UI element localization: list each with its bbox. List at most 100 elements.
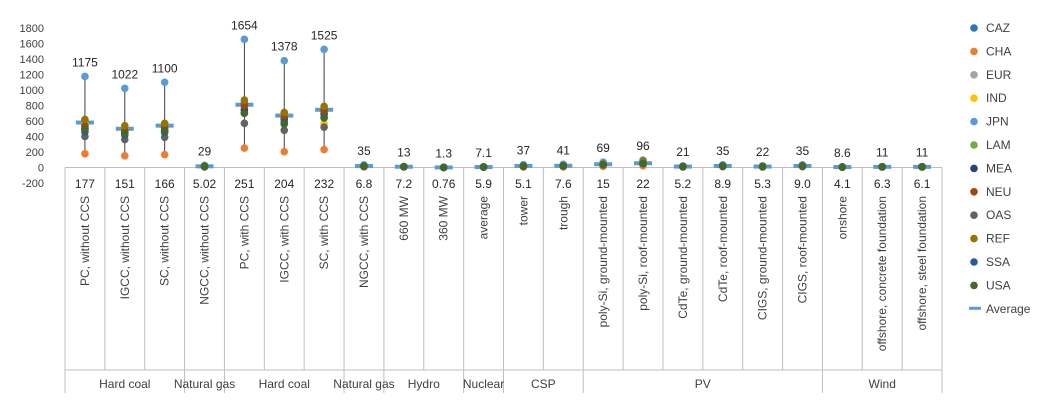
max-value-label: 1100 bbox=[152, 61, 178, 75]
point-usa bbox=[240, 109, 249, 118]
min-value-label: 9.0 bbox=[794, 177, 811, 191]
legend-marker-ssa bbox=[970, 258, 978, 266]
x-category-label: PC, without CCS bbox=[78, 196, 92, 286]
x-category-label: IGCC, without CCS bbox=[118, 196, 132, 299]
max-value-label: 35 bbox=[357, 144, 371, 158]
legend-label: CHA bbox=[986, 44, 1011, 58]
y-tick-label: 1000 bbox=[20, 85, 44, 97]
x-category-label: SC, with CCS bbox=[317, 196, 331, 269]
point-cha bbox=[160, 150, 169, 159]
x-category-label: CIGS, ground-mounted bbox=[756, 196, 770, 320]
legend-label: MEA bbox=[986, 161, 1012, 175]
point-oas bbox=[320, 123, 328, 131]
max-value-label: 7.1 bbox=[475, 146, 492, 160]
point-usa bbox=[81, 125, 89, 134]
point-ref bbox=[240, 96, 249, 104]
legend-marker-neu bbox=[970, 188, 978, 196]
point-cha bbox=[280, 147, 289, 156]
y-tick-label: 800 bbox=[26, 101, 44, 113]
legend-marker-caz bbox=[970, 24, 978, 32]
x-category-label: IGCC, with CCS bbox=[277, 196, 291, 283]
point-cha bbox=[120, 151, 129, 160]
max-value-label: 29 bbox=[198, 144, 212, 158]
point-jpn bbox=[240, 35, 249, 44]
point-usa bbox=[360, 162, 368, 171]
x-category-label: poly-Si, roof-mounted bbox=[636, 196, 650, 311]
x-group-label: Hydro bbox=[408, 377, 440, 391]
legend: CAZ CHA EUR IND JPN LAM MEA NEU OAS REF SSA USA Aver… bbox=[969, 21, 1031, 316]
point-usa bbox=[400, 162, 408, 171]
point-ref bbox=[81, 115, 89, 124]
point-usa bbox=[599, 160, 607, 169]
x-category-label: CIGS, roof-mounted bbox=[795, 196, 809, 303]
max-value-label: 1175 bbox=[72, 55, 98, 69]
max-value-label: 96 bbox=[636, 139, 650, 153]
y-tick-label: 1800 bbox=[20, 23, 44, 35]
y-tick-label: 200 bbox=[26, 147, 44, 159]
x-group-label: CSP bbox=[531, 377, 556, 391]
min-value-label: 15 bbox=[596, 177, 610, 191]
legend-marker-eur bbox=[970, 71, 978, 79]
point-usa bbox=[160, 127, 169, 135]
point-usa bbox=[758, 162, 767, 171]
max-value-label: 8.6 bbox=[834, 146, 851, 160]
x-category-label: CdTe, ground-mounted bbox=[676, 196, 690, 319]
point-usa bbox=[320, 114, 328, 122]
min-value-label: 6.3 bbox=[874, 177, 891, 191]
min-value-label: 5.1 bbox=[515, 177, 532, 191]
x-group-label: Natural gas bbox=[333, 377, 394, 391]
legend-marker-oas bbox=[970, 211, 978, 219]
legend-label: NEU bbox=[986, 185, 1011, 199]
point-usa bbox=[519, 162, 528, 170]
x-group-label: Natural gas bbox=[174, 377, 235, 391]
point-neu bbox=[240, 101, 249, 110]
x-category-label: 360 MW bbox=[437, 195, 451, 240]
min-value-label: 5.02 bbox=[193, 177, 217, 191]
legend-label: JPN bbox=[986, 115, 1009, 129]
legend-marker-ref bbox=[970, 234, 978, 243]
y-axis: -200 0 200 400 600 800 1000 1200 1400 1600 1800 bbox=[20, 23, 44, 190]
point-usa bbox=[639, 159, 647, 168]
x-category-label: tower bbox=[516, 196, 530, 225]
max-value-label: 35 bbox=[796, 144, 810, 158]
x-category-label: offshore, concrete foundation bbox=[875, 196, 889, 351]
x-group-label: Hard coal bbox=[99, 377, 150, 391]
x-category-label: SC, without CCS bbox=[158, 196, 172, 286]
legend-marker-average bbox=[969, 306, 981, 310]
point-cha bbox=[81, 149, 89, 158]
max-value-label: 1378 bbox=[271, 40, 298, 54]
y-tick-label: 1600 bbox=[20, 39, 44, 51]
max-value-label: 1022 bbox=[111, 67, 138, 81]
min-value-label: 7.6 bbox=[555, 177, 572, 191]
min-value-label: 0.76 bbox=[432, 177, 456, 191]
legend-label: CAZ bbox=[986, 21, 1010, 35]
point-usa bbox=[718, 162, 727, 170]
legend-marker-mea bbox=[970, 164, 978, 173]
point-usa bbox=[679, 162, 687, 171]
point-usa bbox=[918, 163, 926, 171]
value-labels: 1175 177 1022 151 1100 166 29 5.02 1654 251 1378 20… bbox=[72, 18, 931, 191]
x-category-label: 660 MW bbox=[397, 195, 411, 240]
x-category-label: CdTe, roof-mounted bbox=[716, 196, 730, 302]
point-usa bbox=[559, 162, 568, 170]
point-usa bbox=[439, 163, 448, 172]
max-value-label: 22 bbox=[756, 145, 770, 159]
x-category-label: average bbox=[477, 196, 491, 240]
max-value-label: 1525 bbox=[311, 28, 338, 42]
x-category-label: poly-Si, ground-mounted bbox=[596, 196, 610, 327]
min-value-label: 177 bbox=[75, 177, 95, 191]
legend-label: REF bbox=[986, 232, 1010, 246]
min-value-label: 8.9 bbox=[714, 177, 731, 191]
legend-label: LAM bbox=[986, 138, 1011, 152]
point-ref bbox=[120, 121, 129, 130]
x-group-label: Hard coal bbox=[259, 377, 310, 391]
max-value-label: 1.3 bbox=[435, 146, 452, 160]
point-ref bbox=[280, 108, 289, 117]
point-jpn bbox=[81, 72, 89, 81]
legend-marker-cha bbox=[970, 47, 978, 56]
min-value-label: 151 bbox=[115, 177, 135, 191]
x-group-labels: Hard coal Natural gas Hard coal Natural gas… bbox=[99, 377, 896, 391]
y-tick-label: 1200 bbox=[20, 70, 44, 82]
min-value-label: 5.3 bbox=[754, 177, 771, 191]
